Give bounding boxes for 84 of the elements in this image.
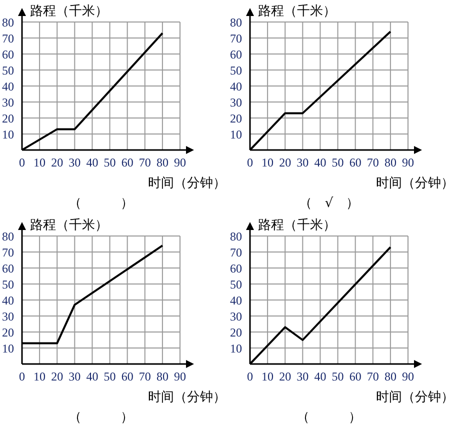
y-tick-label: 20 — [2, 324, 14, 339]
x-tick-label: 40 — [314, 156, 326, 170]
y-tick-label: 60 — [230, 260, 242, 275]
x-tick-label: 80 — [156, 156, 168, 170]
y-tick-label: 10 — [230, 340, 242, 355]
y-tick-label: 60 — [2, 47, 14, 62]
x-tick-label: 80 — [384, 156, 396, 170]
x-tick-label: 0 — [247, 156, 253, 170]
y-tick-label: 40 — [230, 292, 242, 307]
y-tick-label: 80 — [2, 228, 14, 243]
x-tick-label: 70 — [366, 369, 379, 384]
x-tick-label: 0 — [247, 369, 253, 384]
x-tick-label: 10 — [262, 156, 274, 170]
x-tick-label: 40 — [314, 369, 326, 384]
x-tick-label: 90 — [174, 369, 186, 384]
x-tick-label: 70 — [366, 156, 379, 170]
x-tick-label: 40 — [86, 369, 98, 384]
x-tick-label: 50 — [104, 156, 116, 170]
x-tick-label: 10 — [34, 156, 46, 170]
text: （ ） — [68, 408, 134, 426]
y-axis-title: 路程（千米） — [30, 3, 108, 20]
x-tick-label: 20 — [51, 369, 64, 384]
y-axis-title: 路程（千米） — [258, 3, 336, 20]
y-tick-label: 40 — [2, 79, 14, 94]
x-tick-label: 80 — [384, 369, 396, 384]
x-tick-label: 30 — [296, 156, 309, 170]
text: （ √ ） — [298, 195, 360, 212]
x-tick-label: 80 — [156, 369, 168, 384]
y-tick-label: 30 — [230, 308, 242, 323]
y-tick-label: 70 — [2, 244, 14, 259]
x-axis-title: 时间（分钟） — [376, 175, 454, 192]
y-tick-label: 60 — [2, 260, 14, 275]
y-tick-label: 80 — [230, 228, 242, 243]
y-tick-label: 50 — [230, 63, 242, 78]
x-tick-label: 90 — [174, 156, 186, 170]
y-tick-label: 40 — [230, 79, 242, 94]
x-tick-label: 30 — [296, 369, 309, 384]
y-tick-label: 60 — [230, 47, 242, 62]
y-tick-label: 20 — [2, 111, 14, 126]
y-tick-label: 70 — [230, 31, 242, 46]
y-tick-label: 50 — [2, 63, 14, 78]
x-tick-label: 20 — [279, 369, 292, 384]
y-tick-label: 50 — [2, 276, 14, 291]
x-tick-label: 40 — [86, 156, 98, 170]
y-tick-label: 30 — [230, 95, 242, 110]
y-tick-label: 30 — [2, 308, 14, 323]
x-tick-label: 20 — [51, 156, 64, 170]
y-tick-label: 80 — [230, 15, 242, 30]
y-tick-label: 50 — [230, 276, 242, 291]
x-tick-label: 60 — [121, 369, 134, 384]
y-axis-title: 路程（千米） — [258, 216, 336, 234]
x-axis-title: 时间（分钟） — [148, 388, 226, 406]
y-tick-label: 70 — [230, 244, 242, 259]
x-tick-label: 0 — [19, 369, 25, 384]
y-tick-label: 40 — [2, 292, 14, 307]
text: （ ） — [68, 195, 134, 212]
x-tick-label: 60 — [121, 156, 134, 170]
x-tick-label: 30 — [68, 369, 81, 384]
x-tick-label: 30 — [68, 156, 81, 170]
x-tick-label: 90 — [402, 156, 414, 170]
x-tick-label: 60 — [349, 369, 362, 384]
x-tick-label: 50 — [104, 369, 116, 384]
x-axis-title: 时间（分钟） — [376, 388, 454, 406]
y-tick-label: 20 — [230, 111, 242, 126]
x-tick-label: 90 — [402, 369, 414, 384]
x-tick-label: 70 — [138, 156, 151, 170]
x-tick-label: 0 — [19, 156, 25, 170]
y-tick-label: 80 — [2, 15, 14, 30]
y-tick-label: 70 — [2, 31, 14, 46]
x-tick-label: 20 — [279, 156, 292, 170]
y-tick-label: 30 — [2, 95, 14, 110]
x-axis-title: 时间（分钟） — [148, 175, 226, 192]
x-tick-label: 60 — [349, 156, 362, 170]
y-tick-label: 20 — [230, 324, 242, 339]
y-tick-label: 10 — [230, 127, 242, 142]
x-tick-label: 10 — [262, 369, 274, 384]
x-tick-label: 70 — [138, 369, 151, 384]
y-axis-title: 路程（千米） — [30, 216, 108, 234]
text: （ ） — [296, 408, 362, 426]
y-tick-label: 10 — [2, 340, 14, 355]
x-tick-label: 50 — [332, 156, 344, 170]
x-tick-label: 50 — [332, 369, 344, 384]
y-tick-label: 10 — [2, 127, 14, 142]
x-tick-label: 10 — [34, 369, 46, 384]
